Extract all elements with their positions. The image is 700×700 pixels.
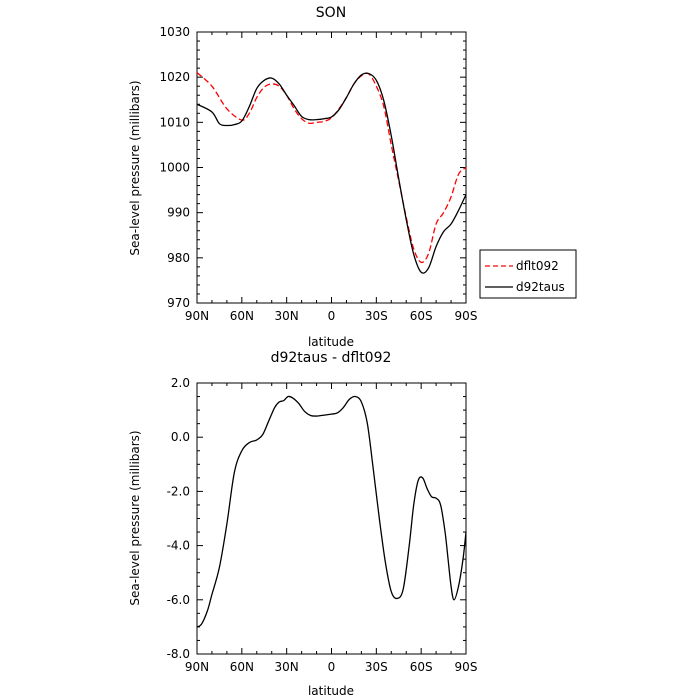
y-tick-label: 1000: [159, 161, 190, 175]
legend-label-d92taus: d92taus: [516, 280, 565, 294]
y-tick-label: 1020: [159, 70, 190, 84]
y-tick-label: -8.0: [167, 647, 190, 661]
x-tick-label: 90S: [455, 309, 478, 323]
plot-frame: [196, 382, 467, 655]
y-tick-label: -4.0: [167, 539, 190, 553]
x-axis-label: latitude: [308, 335, 354, 349]
x-tick-label: 30N: [275, 660, 299, 674]
y-tick-label: -2.0: [167, 484, 190, 498]
x-tick-label: 90S: [455, 660, 478, 674]
x-tick-label: 30S: [365, 660, 388, 674]
chart-title: SON: [316, 5, 346, 21]
y-axis-label: Sea-level pressure (millibars): [128, 80, 142, 255]
x-tick-label: 60N: [230, 309, 254, 323]
y-tick-label: 990: [167, 206, 190, 220]
chart-title-difference: d92taus - dflt092: [271, 350, 392, 366]
series-line-difference-0: [196, 395, 467, 628]
y-tick-label: 970: [167, 296, 190, 310]
y-tick-label: 1030: [159, 25, 190, 39]
series-line-dflt092: [196, 72, 467, 264]
y-tick-label: 1010: [159, 115, 190, 129]
x-tick-label: 0: [328, 660, 336, 674]
panel-bottom: d92taus - dflt092 Sea-level pressure (mi…: [128, 350, 477, 698]
x-tick-label: 60S: [410, 309, 433, 323]
y-tick-label: 0.0: [171, 430, 190, 444]
plot-frame: [196, 31, 467, 304]
plot-area-top: 90N 60N 30N 0 30S 60S 90S 970 980 990 1000 1010 1020…: [159, 25, 477, 323]
series-line-d92taus: [196, 72, 467, 274]
x-tick-label: 90N: [185, 309, 209, 323]
x-tick-label: 60N: [230, 660, 254, 674]
legend-box: [479, 249, 577, 299]
plot-area-bottom: 90N 60N 30N 0 30S 60S 90S -8.0 -6.0 -4.0 -2.0 0.0 2.…: [167, 376, 478, 674]
x-tick-label: 60S: [410, 660, 433, 674]
x-tick-label: 90N: [185, 660, 209, 674]
y-tick-label: 2.0: [171, 376, 190, 390]
panel-top: SON Sea-level pressure (millibars) latit…: [128, 5, 577, 349]
legend-label-dflt092: dflt092: [516, 259, 559, 273]
x-axis-label-difference: latitude: [308, 684, 354, 698]
legend: dflt092 d92taus: [479, 249, 577, 299]
x-tick-label: 30S: [365, 309, 388, 323]
x-tick-label: 30N: [275, 309, 299, 323]
y-axis-label-difference: Sea-level pressure (millibars): [128, 430, 142, 605]
y-tick-label: -6.0: [167, 593, 190, 607]
x-tick-label: 0: [328, 309, 336, 323]
y-tick-label: 980: [167, 251, 190, 265]
